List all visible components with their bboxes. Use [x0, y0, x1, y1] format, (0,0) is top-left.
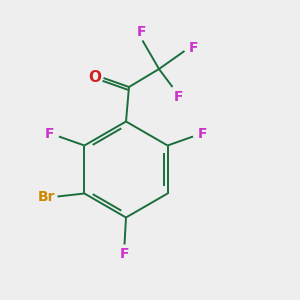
Text: F: F: [174, 90, 183, 104]
Text: Br: Br: [37, 190, 55, 204]
Text: F: F: [189, 41, 198, 55]
Text: O: O: [88, 70, 101, 85]
Text: F: F: [137, 25, 146, 38]
Text: F: F: [198, 127, 207, 141]
Text: F: F: [120, 247, 129, 260]
Text: F: F: [45, 127, 54, 141]
